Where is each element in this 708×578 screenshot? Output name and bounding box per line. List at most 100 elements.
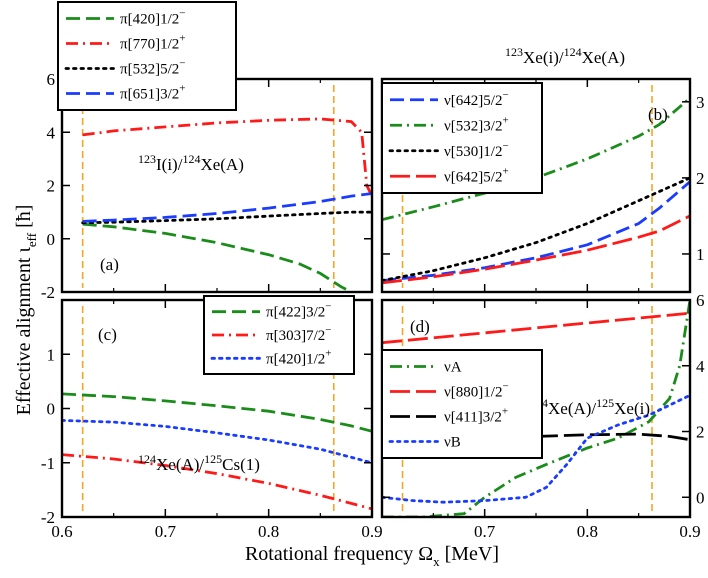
panel-c-annotation: 124Xe(A)/125Cs(1) — [138, 452, 260, 474]
panel-d-ytick-label: 4 — [696, 357, 705, 376]
legend-entry-label: ν[532]3/2+ — [444, 114, 509, 134]
legend-entry-label: π[303]7/2− — [266, 324, 331, 344]
panel-b-series-1 — [382, 96, 690, 222]
panel-c-xtick-label: 0.7 — [155, 522, 177, 541]
panel-a-ytick-label: 2 — [47, 177, 56, 196]
panel-c-series-2 — [62, 419, 372, 465]
legend-entry-name: π[420]1/2 — [266, 351, 325, 367]
panel-c-series-0 — [62, 392, 372, 433]
panel-c-xtick-label: 0.8 — [258, 522, 279, 541]
panel-b-ytick-label: 3 — [696, 93, 705, 112]
legend-entry-label: ν[411]3/2+ — [444, 406, 508, 426]
legend-entry-name: ν[411]3/2 — [444, 410, 502, 426]
legend-entry-label: π[770]1/2+ — [120, 33, 185, 53]
panel-d-xtick-label: 0.9 — [679, 522, 700, 541]
panel-b-series-2 — [382, 176, 690, 282]
annotation-part-2: Xe(i) — [614, 399, 650, 418]
legend-entry-label: ν[880]1/2− — [444, 381, 509, 401]
legend-entry-label: ν[530]1/2− — [444, 140, 509, 160]
panel-a-series-2 — [81, 210, 372, 225]
legend-entry-parity: − — [502, 140, 508, 152]
panel-b-label: (b) — [648, 105, 668, 124]
legend-entry-parity: − — [179, 58, 185, 70]
legends-layer: π[420]1/2−π[770]1/2+π[532]5/2−π[651]3/2+… — [57, 1, 543, 459]
panel-c-ytick-label: -1 — [41, 454, 55, 473]
panel-c-ytick-label: -2 — [41, 508, 55, 527]
panel-a-label: (a) — [100, 255, 119, 274]
legend-entry-parity: − — [179, 8, 185, 20]
annotation-mass-2: 125 — [596, 396, 614, 410]
legend-entry-name: ν[880]1/2 — [444, 385, 502, 401]
legend-entry-label: π[422]3/2− — [266, 301, 331, 321]
panel-c-xtick-label: 0.9 — [361, 522, 382, 541]
panel-a-series-1 — [82, 117, 372, 197]
panel-d-ytick-label: 0 — [696, 488, 705, 507]
panel-a-series-0 — [82, 222, 352, 292]
panel-a-ytick-label: 0 — [47, 230, 56, 249]
legend-entry-name: νB — [444, 435, 461, 451]
legend-entry-parity: + — [179, 33, 185, 45]
annotation-part-2: Xe(A) — [582, 48, 625, 67]
legend-entry-label: ν[642]5/2− — [444, 89, 509, 109]
panel-c-label: (c) — [98, 325, 117, 344]
y-axis-label: Effective alignment ιeff [ħ] — [13, 205, 39, 416]
legend-entry-label: νA — [444, 360, 462, 376]
panel-d-xtick-label: 0.7 — [474, 522, 496, 541]
panel-b-ytick-label: 1 — [696, 245, 705, 264]
x-axis-label: Rotational frequency Ωx [MeV] — [245, 543, 499, 569]
legend-entry-name: π[532]5/2 — [120, 62, 179, 78]
legend-entry-parity: − — [502, 381, 508, 393]
legend-entry-name: ν[642]5/2 — [444, 169, 502, 185]
panel-a-ytick-label: -2 — [41, 283, 55, 302]
annotation-mass-1: 124 — [138, 452, 156, 466]
annotations-layer: (a)123I(i)/124Xe(A)(b)123Xe(i)/124Xe(A)(… — [98, 45, 668, 474]
panel-b-series-0 — [382, 180, 690, 282]
annotation-part-1: Xe(i)/ — [523, 48, 564, 67]
panel-a-ytick-label: 4 — [47, 123, 56, 142]
legend-entry-parity: − — [325, 324, 331, 336]
legend-entry-name: ν[530]1/2 — [444, 144, 502, 160]
panel-a-legend: π[420]1/2−π[770]1/2+π[532]5/2−π[651]3/2+ — [57, 1, 237, 111]
legend-entry-label: ν[642]5/2+ — [444, 165, 509, 185]
legend-entry-name: ν[532]3/2 — [444, 118, 502, 134]
annotation-mass-2: 125 — [204, 452, 222, 466]
legend-entry-name: ν[642]5/2 — [444, 93, 502, 109]
panel-d-ytick-label: 2 — [696, 423, 705, 442]
panel-c-ytick-label: 0 — [47, 400, 56, 419]
annotation-mass-1: 123 — [138, 152, 156, 166]
panel-d-series-0 — [382, 300, 690, 517]
panel-c-legend: π[422]3/2−π[303]7/2−π[420]1/2+ — [203, 295, 355, 375]
legend-entry-label: π[420]1/2+ — [266, 347, 331, 367]
legend-box — [57, 1, 237, 111]
legend-entry-label: νB — [444, 435, 461, 451]
annotation-part-2: Xe(A) — [200, 155, 243, 174]
annotation-part-1: Xe(A)/ — [156, 455, 204, 474]
legend-entry-parity: + — [502, 114, 508, 126]
panel-b-legend: ν[642]5/2−ν[532]3/2+ν[530]1/2−ν[642]5/2+ — [381, 82, 543, 194]
panel-a-annotation: 123I(i)/124Xe(A) — [138, 152, 244, 174]
legend-entry-name: π[770]1/2 — [120, 37, 179, 53]
panel-d-xtick-label: 0.8 — [577, 522, 598, 541]
legend-entry-parity: − — [502, 89, 508, 101]
panel-d-label: (d) — [410, 317, 430, 336]
annotation-part-2: Cs(1) — [222, 455, 260, 474]
panel-b-series-3 — [382, 214, 690, 285]
legend-entry-name: νA — [444, 360, 462, 376]
legend-entry-name: π[422]3/2 — [266, 305, 325, 321]
legend-entry-label: π[420]1/2− — [120, 8, 185, 28]
panel-d-annotation: 124Xe(A)/125Xe(i) — [530, 396, 650, 418]
panel-d-series-3 — [382, 393, 690, 504]
panel-c-ytick-label: 1 — [47, 345, 56, 364]
panel-d-legend: νA ν[880]1/2− ν[411]3/2+ νB — [381, 349, 543, 459]
legend-entry-parity: − — [325, 301, 331, 313]
panel-d-ytick-label: 6 — [696, 291, 705, 310]
frames-layer — [60, 77, 692, 519]
annotation-mass-2: 124 — [564, 45, 582, 59]
legend-entry-name: π[420]1/2 — [120, 12, 179, 28]
legend-entry-parity: + — [179, 83, 185, 95]
legend-entry-label: π[651]3/2+ — [120, 83, 185, 103]
legend-box — [381, 82, 543, 194]
panel-a-series-3 — [82, 192, 372, 223]
annotation-part-1: Xe(A)/ — [548, 399, 596, 418]
